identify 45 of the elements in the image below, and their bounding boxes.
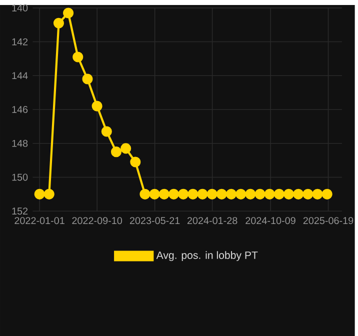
point [34,188,45,200]
point [226,188,237,200]
point [245,188,256,200]
point [236,188,246,200]
point [168,188,180,200]
point [264,188,275,200]
point [130,156,141,168]
y-tick-label: 152 [12,208,28,215]
point [254,188,266,200]
point [158,188,170,200]
point [110,146,122,158]
point [140,188,150,200]
x-tick-label: 2025-06-19 [303,217,354,224]
point [216,188,227,200]
y-tick-label: 140 [12,4,28,12]
point [188,188,198,200]
point [302,188,314,200]
point [92,100,102,112]
legend-label: Avg. pos. in lobby PT [156,251,258,262]
y-tick-label: 150 [12,174,28,181]
point [206,188,218,200]
point [312,188,323,200]
point [149,188,160,200]
point [283,188,294,200]
y-tick-label: 142 [12,38,28,46]
point [197,188,208,200]
point [274,188,284,200]
point [322,188,332,200]
point [293,188,304,200]
point [44,188,54,200]
point [101,126,112,137]
point [72,52,84,62]
point [120,143,132,154]
y-tick-label: 146 [12,106,28,114]
x-tick-label: 2024-10-09 [246,217,296,224]
x-tick-label: 2022-09-10 [72,217,122,224]
point [63,8,74,18]
point [82,74,93,84]
x-tick-label: 2023-05-21 [130,217,180,224]
point [178,188,189,200]
point [53,18,64,28]
x-tick-label: 2024-01-28 [187,217,238,224]
x-tick-label: 2022-01-01 [14,217,64,224]
y-tick-label: 148 [12,140,28,147]
y-tick-label: 144 [12,72,28,80]
